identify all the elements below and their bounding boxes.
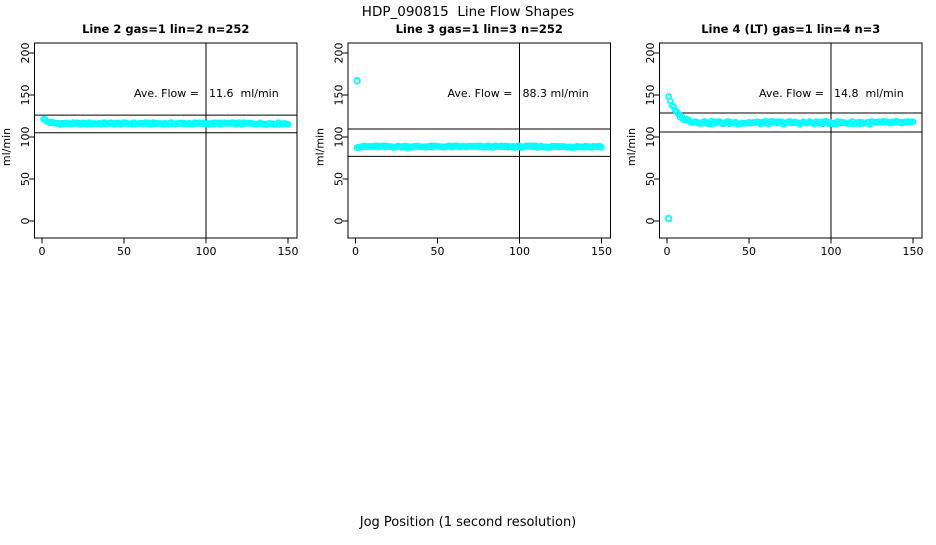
x-axis-title: Jog Position (1 second resolution) bbox=[359, 515, 577, 530]
data-points bbox=[664, 93, 917, 223]
x-tick-label: 0 bbox=[664, 245, 671, 258]
y-tick-label: 100 bbox=[333, 127, 346, 148]
x-tick-label: 100 bbox=[821, 245, 842, 258]
panel-title: Line 3 gas=1 lin=3 n=252 bbox=[396, 22, 563, 36]
x-tick-label: 150 bbox=[903, 245, 924, 258]
panel-title: Line 2 gas=1 lin=2 n=252 bbox=[82, 22, 249, 36]
y-tick-label: 50 bbox=[19, 172, 32, 186]
x-tick-label: 100 bbox=[509, 245, 530, 258]
y-axis: 0 50 100 150 200 bbox=[333, 43, 348, 225]
y-axis-title: ml/min bbox=[314, 128, 327, 166]
data-points bbox=[353, 77, 605, 151]
y-tick-label: 150 bbox=[644, 85, 657, 106]
data-points bbox=[40, 115, 292, 128]
x-tick-label: 0 bbox=[39, 245, 46, 258]
plot-frame bbox=[659, 42, 923, 239]
y-tick-label: 100 bbox=[644, 127, 657, 148]
panel-line-2: Line 2 gas=1 lin=2 n=252 ml/min Ave. Flo… bbox=[0, 22, 299, 258]
plot-area: 0 50 100 150 0 50 100 150 200 bbox=[333, 42, 612, 258]
reference-lines bbox=[34, 114, 297, 134]
reference-lines bbox=[659, 112, 922, 133]
panel-line-3: Line 3 gas=1 lin=3 n=252 ml/min Ave. Flo… bbox=[314, 22, 613, 258]
y-tick-label: 150 bbox=[19, 85, 32, 106]
reference-lines bbox=[348, 128, 611, 157]
plot-frame bbox=[347, 42, 611, 239]
x-axis: 0 50 100 150 bbox=[39, 238, 299, 258]
ave-flow-value: 88.3 ml/min bbox=[523, 87, 589, 100]
ave-flow-value: 14.8 ml/min bbox=[834, 87, 904, 100]
ave-flow-label: Ave. Flow = bbox=[448, 87, 513, 100]
x-axis: 0 50 100 150 bbox=[664, 238, 924, 258]
y-tick-label: 0 bbox=[333, 218, 346, 225]
x-tick-label: 50 bbox=[117, 245, 131, 258]
data-point bbox=[670, 103, 677, 111]
y-tick-label: 0 bbox=[19, 218, 32, 225]
y-tick-label: 150 bbox=[333, 85, 346, 106]
ave-flow-value: 11.6 ml/min bbox=[209, 87, 279, 100]
x-tick-label: 100 bbox=[196, 245, 217, 258]
data-point bbox=[598, 143, 605, 151]
ave-flow-label: Ave. Flow = bbox=[759, 87, 824, 100]
y-tick-label: 200 bbox=[19, 43, 32, 64]
y-tick-label: 50 bbox=[644, 172, 657, 186]
data-point bbox=[284, 120, 292, 128]
y-axis-title: ml/min bbox=[0, 128, 13, 166]
x-tick-label: 50 bbox=[431, 245, 445, 258]
outlier-point bbox=[353, 77, 361, 85]
x-tick-label: 150 bbox=[591, 245, 612, 258]
plot-frame bbox=[34, 42, 298, 239]
plot-area: 0 50 100 150 0 50 100 150 200 bbox=[644, 42, 924, 258]
panel-line-4: Line 4 (LT) gas=1 lin=4 n=3 ml/min Ave. … bbox=[625, 22, 924, 258]
y-tick-label: 200 bbox=[644, 43, 657, 64]
y-axis: 0 50 100 150 200 bbox=[644, 43, 660, 225]
x-tick-label: 0 bbox=[352, 245, 359, 258]
y-tick-label: 100 bbox=[19, 127, 32, 148]
y-tick-label: 50 bbox=[333, 172, 346, 186]
x-tick-label: 150 bbox=[278, 245, 299, 258]
panel-title: Line 4 (LT) gas=1 lin=4 n=3 bbox=[701, 22, 880, 36]
y-tick-label: 0 bbox=[644, 218, 657, 225]
y-axis: 0 50 100 150 200 bbox=[19, 43, 35, 225]
ave-flow-label: Ave. Flow = bbox=[134, 87, 199, 100]
x-axis: 0 50 100 150 bbox=[352, 238, 612, 258]
y-tick-label: 200 bbox=[333, 43, 346, 64]
x-tick-label: 50 bbox=[742, 245, 756, 258]
main-title: HDP_090815 Line Flow Shapes bbox=[362, 4, 574, 20]
y-axis-title: ml/min bbox=[625, 128, 638, 166]
data-point bbox=[909, 118, 917, 126]
outlier-point bbox=[664, 214, 673, 223]
plot-area: 0 50 100 150 0 50 100 150 200 bbox=[19, 42, 299, 258]
